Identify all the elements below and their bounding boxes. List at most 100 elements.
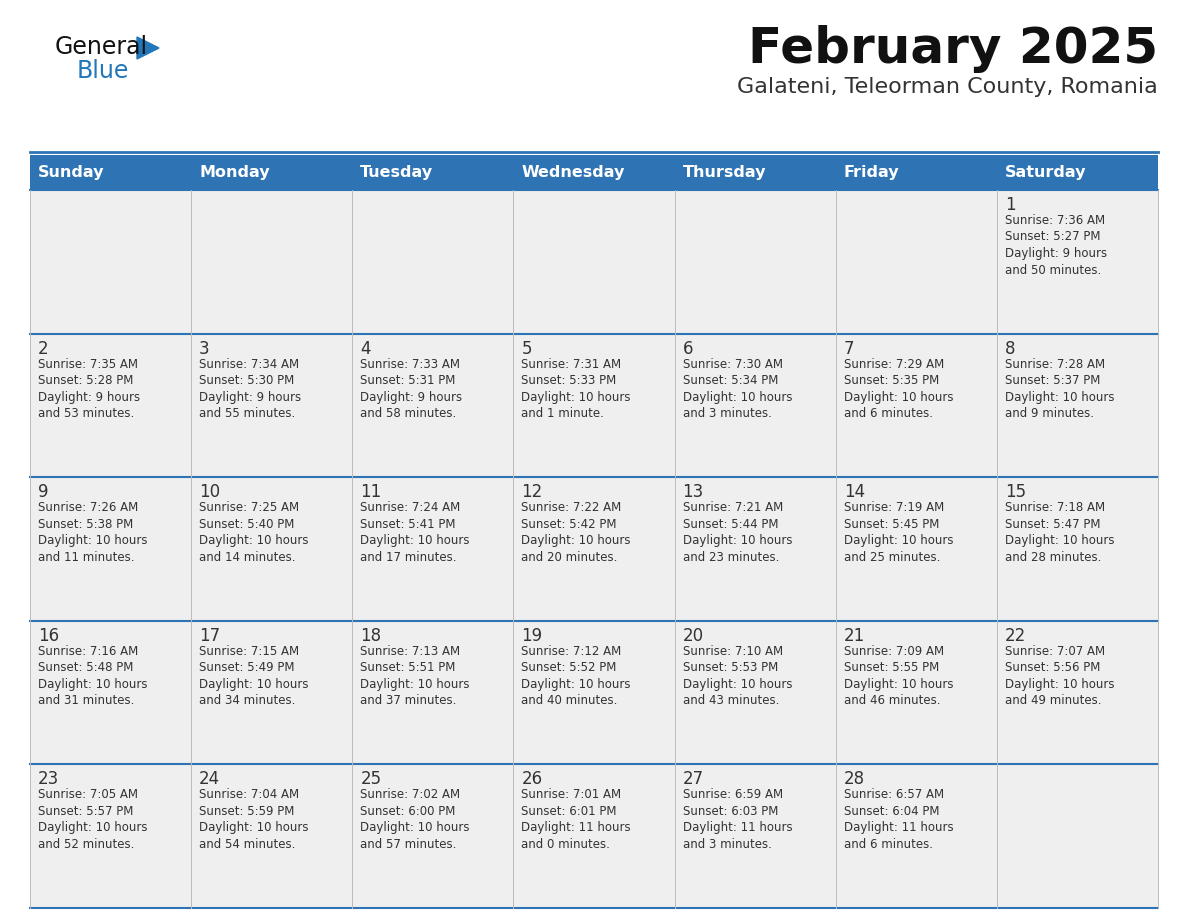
- Text: Sunrise: 7:12 AM: Sunrise: 7:12 AM: [522, 644, 621, 658]
- Text: 8: 8: [1005, 340, 1016, 358]
- Text: 24: 24: [200, 770, 220, 789]
- Text: Sunrise: 7:21 AM: Sunrise: 7:21 AM: [683, 501, 783, 514]
- Text: Daylight: 11 hours: Daylight: 11 hours: [522, 822, 631, 834]
- Text: Sunrise: 7:28 AM: Sunrise: 7:28 AM: [1005, 358, 1105, 371]
- Text: Sunrise: 7:10 AM: Sunrise: 7:10 AM: [683, 644, 783, 658]
- Text: February 2025: February 2025: [748, 25, 1158, 73]
- Bar: [30, 477, 191, 621]
- Text: Sunset: 5:53 PM: Sunset: 5:53 PM: [683, 661, 778, 675]
- Text: and 31 minutes.: and 31 minutes.: [38, 694, 134, 707]
- Text: Sunrise: 7:34 AM: Sunrise: 7:34 AM: [200, 358, 299, 371]
- Text: 21: 21: [843, 627, 865, 644]
- Bar: [997, 765, 1158, 908]
- Bar: [513, 333, 675, 477]
- Text: and 11 minutes.: and 11 minutes.: [38, 551, 134, 564]
- Text: Sunrise: 7:24 AM: Sunrise: 7:24 AM: [360, 501, 461, 514]
- Text: and 1 minute.: and 1 minute.: [522, 407, 605, 420]
- Text: Sunset: 5:34 PM: Sunset: 5:34 PM: [683, 375, 778, 387]
- Text: Sunrise: 7:18 AM: Sunrise: 7:18 AM: [1005, 501, 1105, 514]
- Text: Daylight: 10 hours: Daylight: 10 hours: [522, 390, 631, 404]
- Bar: [30, 190, 191, 333]
- Text: and 6 minutes.: and 6 minutes.: [843, 407, 933, 420]
- Text: 14: 14: [843, 483, 865, 501]
- Text: Sunrise: 7:33 AM: Sunrise: 7:33 AM: [360, 358, 460, 371]
- Text: Sunset: 6:00 PM: Sunset: 6:00 PM: [360, 805, 456, 818]
- Bar: [835, 333, 997, 477]
- Text: Sunset: 5:37 PM: Sunset: 5:37 PM: [1005, 375, 1100, 387]
- Text: Sunset: 5:31 PM: Sunset: 5:31 PM: [360, 375, 456, 387]
- Text: Sunset: 5:45 PM: Sunset: 5:45 PM: [843, 518, 939, 531]
- Text: 18: 18: [360, 627, 381, 644]
- Text: Sunrise: 7:36 AM: Sunrise: 7:36 AM: [1005, 214, 1105, 227]
- Text: Daylight: 10 hours: Daylight: 10 hours: [683, 534, 792, 547]
- Text: 28: 28: [843, 770, 865, 789]
- Text: Sunset: 5:52 PM: Sunset: 5:52 PM: [522, 661, 617, 675]
- Text: and 57 minutes.: and 57 minutes.: [360, 838, 456, 851]
- Bar: [675, 477, 835, 621]
- Bar: [675, 765, 835, 908]
- Text: Sunset: 5:49 PM: Sunset: 5:49 PM: [200, 661, 295, 675]
- Text: and 37 minutes.: and 37 minutes.: [360, 694, 456, 707]
- Text: Sunrise: 6:59 AM: Sunrise: 6:59 AM: [683, 789, 783, 801]
- Text: Sunset: 5:42 PM: Sunset: 5:42 PM: [522, 518, 617, 531]
- Text: Daylight: 10 hours: Daylight: 10 hours: [360, 534, 469, 547]
- Bar: [835, 621, 997, 765]
- Text: and 3 minutes.: and 3 minutes.: [683, 838, 771, 851]
- Text: Sunset: 5:56 PM: Sunset: 5:56 PM: [1005, 661, 1100, 675]
- Text: 15: 15: [1005, 483, 1026, 501]
- Text: and 23 minutes.: and 23 minutes.: [683, 551, 779, 564]
- Text: Daylight: 10 hours: Daylight: 10 hours: [683, 390, 792, 404]
- Bar: [997, 190, 1158, 333]
- Text: Daylight: 11 hours: Daylight: 11 hours: [683, 822, 792, 834]
- Text: and 17 minutes.: and 17 minutes.: [360, 551, 456, 564]
- Bar: [997, 477, 1158, 621]
- Text: and 6 minutes.: and 6 minutes.: [843, 838, 933, 851]
- Text: 23: 23: [38, 770, 59, 789]
- Text: Daylight: 10 hours: Daylight: 10 hours: [522, 677, 631, 691]
- Text: Sunset: 6:04 PM: Sunset: 6:04 PM: [843, 805, 940, 818]
- Text: Daylight: 10 hours: Daylight: 10 hours: [1005, 677, 1114, 691]
- Text: Sunset: 5:44 PM: Sunset: 5:44 PM: [683, 518, 778, 531]
- Text: Daylight: 10 hours: Daylight: 10 hours: [843, 534, 953, 547]
- Bar: [675, 621, 835, 765]
- Bar: [353, 477, 513, 621]
- Text: Sunset: 5:28 PM: Sunset: 5:28 PM: [38, 375, 133, 387]
- Bar: [353, 333, 513, 477]
- Text: 27: 27: [683, 770, 703, 789]
- Text: Tuesday: Tuesday: [360, 165, 434, 180]
- Bar: [30, 155, 1158, 190]
- Text: Saturday: Saturday: [1005, 165, 1086, 180]
- Text: and 9 minutes.: and 9 minutes.: [1005, 407, 1094, 420]
- Text: Sunset: 6:03 PM: Sunset: 6:03 PM: [683, 805, 778, 818]
- Text: and 0 minutes.: and 0 minutes.: [522, 838, 611, 851]
- Text: Sunrise: 7:22 AM: Sunrise: 7:22 AM: [522, 501, 621, 514]
- Text: General: General: [55, 35, 148, 59]
- Text: Sunset: 5:27 PM: Sunset: 5:27 PM: [1005, 230, 1100, 243]
- Text: 3: 3: [200, 340, 210, 358]
- Text: Daylight: 10 hours: Daylight: 10 hours: [843, 390, 953, 404]
- Text: Daylight: 10 hours: Daylight: 10 hours: [38, 534, 147, 547]
- Text: and 40 minutes.: and 40 minutes.: [522, 694, 618, 707]
- Text: 4: 4: [360, 340, 371, 358]
- Text: Sunrise: 7:13 AM: Sunrise: 7:13 AM: [360, 644, 461, 658]
- Bar: [513, 621, 675, 765]
- Text: Daylight: 10 hours: Daylight: 10 hours: [522, 534, 631, 547]
- Text: and 43 minutes.: and 43 minutes.: [683, 694, 779, 707]
- Bar: [675, 333, 835, 477]
- Bar: [835, 190, 997, 333]
- Bar: [835, 765, 997, 908]
- Text: 17: 17: [200, 627, 220, 644]
- Text: 25: 25: [360, 770, 381, 789]
- Text: Sunrise: 7:30 AM: Sunrise: 7:30 AM: [683, 358, 783, 371]
- Text: Sunrise: 7:01 AM: Sunrise: 7:01 AM: [522, 789, 621, 801]
- Text: 19: 19: [522, 627, 543, 644]
- Text: and 54 minutes.: and 54 minutes.: [200, 838, 296, 851]
- Bar: [513, 765, 675, 908]
- Text: Wednesday: Wednesday: [522, 165, 625, 180]
- Text: and 46 minutes.: and 46 minutes.: [843, 694, 940, 707]
- Text: Sunset: 5:41 PM: Sunset: 5:41 PM: [360, 518, 456, 531]
- Bar: [997, 621, 1158, 765]
- Text: Sunrise: 7:16 AM: Sunrise: 7:16 AM: [38, 644, 138, 658]
- Text: 13: 13: [683, 483, 703, 501]
- Bar: [513, 477, 675, 621]
